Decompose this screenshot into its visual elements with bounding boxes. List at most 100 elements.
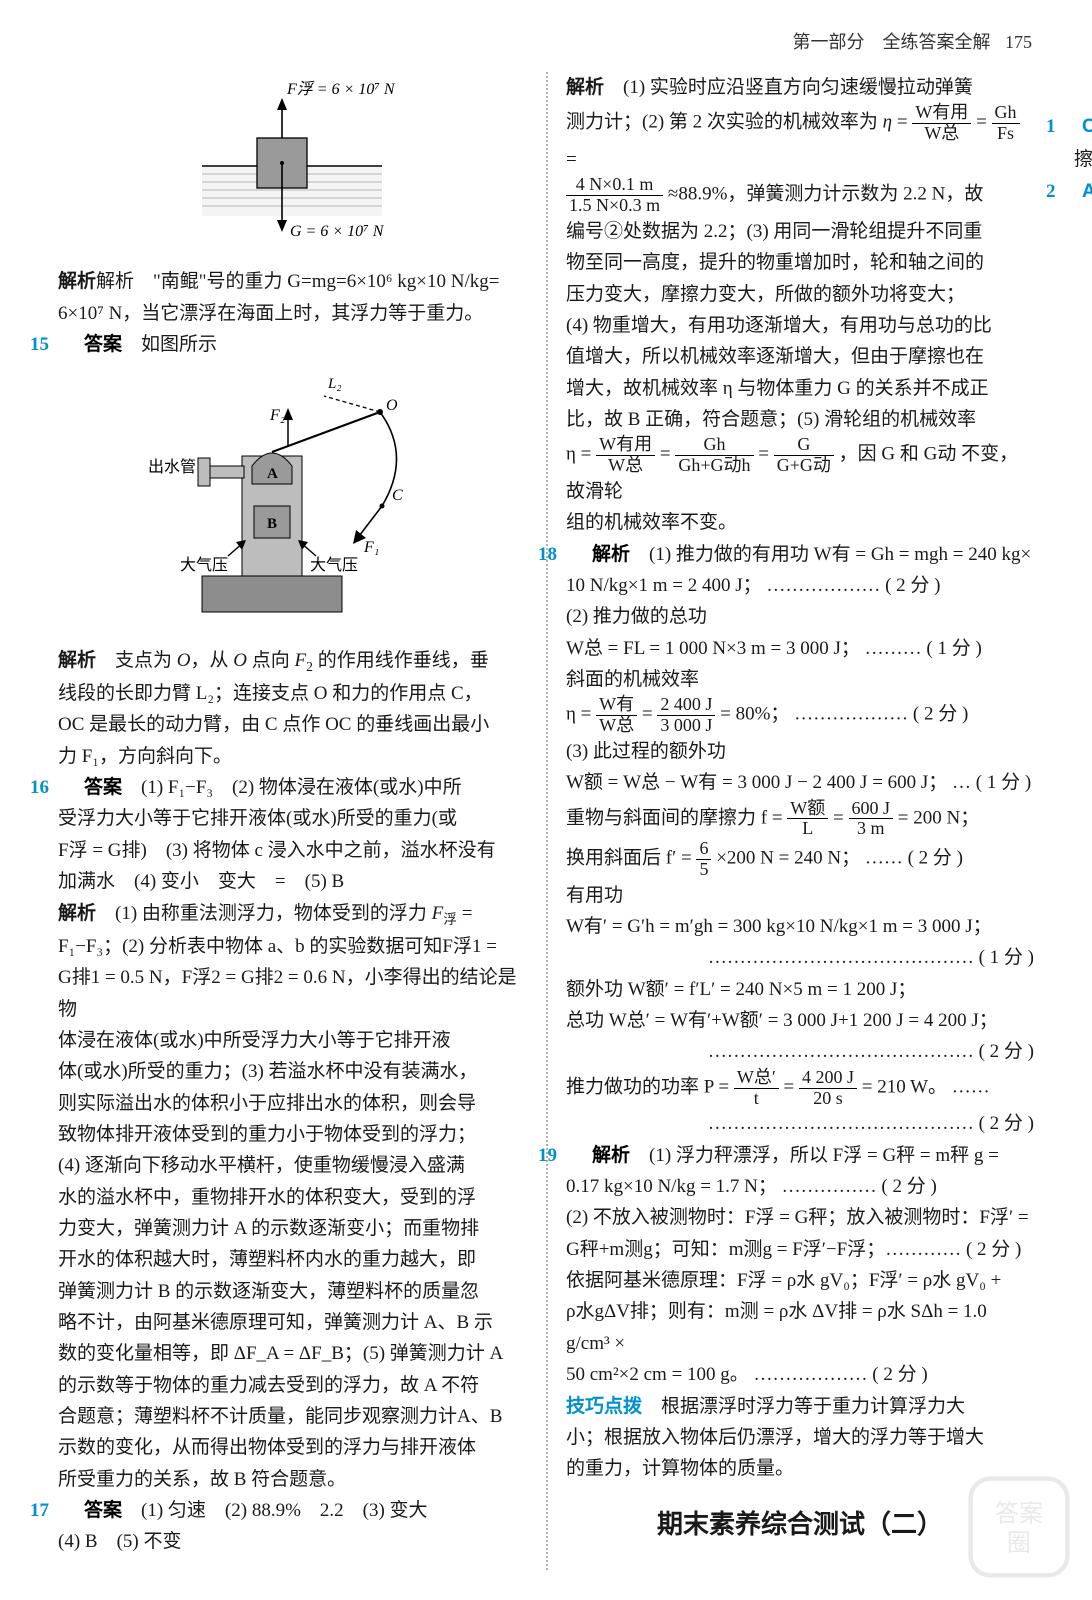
svg-text:O: O [386,397,398,414]
qnum-18: 18 [566,539,592,570]
q19-tip1: 技巧点拨 根据漂浮时浮力等于重力计算浮力大 [566,1391,1034,1422]
q16-analysis-12: 弹簧测力计 B 的示数逐渐变大，薄塑料杯的质量忽 [58,1276,526,1307]
svg-text:A: A [267,466,278,482]
svg-text:C: C [392,487,403,504]
p14-analysis: 解析解析 "南鲲"号的重力 G=mg=6×10⁶ kg×10 N/kg= [58,266,526,297]
q18-line4: W总 = FL = 1 000 N×3 m = 3 000 J； ……… ( 1… [566,633,1034,664]
q16-analysis-3: G排1 = 0.5 N，F浮2 = G排2 = 0.6 N，小李得出的结论是物 [58,962,526,1025]
q16-analysis-17: 示数的变化，从而得出物体受到的浮力与排开液体 [58,1432,526,1463]
s1-line2: 擦力作用，这两个力是一对平衡力，大小相等。 [1074,144,1092,175]
svg-text:F浮 = 6 × 10⁷ N: F浮 = 6 × 10⁷ N [286,80,396,98]
q18-line11: 有用功 [566,880,1034,911]
svg-text:F₂: F₂ [269,407,286,424]
q17-analysis-3: 4 N×0.1 m1.5 N×0.3 m ≈88.9%，弹簧测力计示数为 2.2… [566,175,1034,216]
q16-analysis-13: 略不计，由阿基米德原理可知，弹簧测力计 A、B 示 [58,1307,526,1338]
q16-analysis-14: 数的变化量相等，即 ΔF_A = ΔF_B；(5) 弹簧测力计 A [58,1338,526,1369]
s1-line1: 1C 救援队员受到竖直向下的重力和竖直向上的摩 [1074,110,1092,143]
q18-line5: 斜面的机械效率 [566,664,1034,695]
q16-answer-2: 受浮力大小等于它排开液体(或水)所受的重力(或 [58,803,526,834]
watermark-icon: 答案 圈 [964,1472,1074,1582]
q16-answer-3: F浮 = G排) (3) 将物体 c 浸入水中之前，溢水杯没有 [58,835,526,866]
buoyancy-svg: F浮 = 6 × 10⁷ N G = 6 × 10⁷ N [182,78,402,248]
q16-analysis-16: 合题意；薄塑料杯不计质量，能同步观察测力计A、B [58,1401,526,1432]
q18-line12: W有′ = G′h = m′gh = 300 kg×10 N/kg×1 m = … [566,911,1034,942]
q18-line6: η = W有W总 = 2 400 J3 000 J = 80%； ……………… … [566,695,1034,736]
q16-analysis-2: F₁−F₃；(2) 分析表中物体 a、b 的实验数据可知F浮1 = [58,931,526,962]
q18-line2: 10 N/kg×1 m = 2 400 J； ……………… ( 2 分 ) [566,570,1034,601]
q18-line14d: …………………………………… ( 2 分 ) [566,1036,1034,1067]
q19-line7: 50 cm²×2 cm = 100 g。 ……………… ( 2 分 ) [566,1359,1034,1390]
q18-line15d: …………………………………… ( 2 分 ) [566,1108,1034,1139]
q16-analysis-15: 的示数等于物体的重力减去受到的浮力，故 A 不符 [58,1370,526,1401]
qnum-15: 15 [58,329,84,360]
svg-text:L₂: L₂ [327,376,342,392]
q18-line9: 重物与斜面间的摩擦力 f = W额L = 600 J3 m = 200 N； [566,799,1034,840]
q19-tip2: 小；根据放入物体后仍漂浮，增大的浮力等于增大 [566,1422,1034,1453]
r8: η = W有用W总 = GhGh+G动h = GG+G动 ，因 G 和 G动 不… [566,435,1034,507]
q18-line13: 额外功 W额′ = f′L′ = 240 N×5 m = 1 200 J； [566,974,1034,1005]
q16-analysis-11: 开水的体积越大时，薄塑料杯内水的重力越大，即 [58,1244,526,1275]
q19-line4: G秤+m测g；可知：m测g = F浮′−F浮；………… ( 2 分 ) [566,1234,1034,1265]
page-header: 第一部分 全练答案全解 175 [793,28,1033,58]
r6: 增大，故机械效率 η 与物体重力 G 的关系并不成正 [566,373,1034,404]
p14-line2: 6×10⁷ N，当它漂浮在海面上时，其浮力等于重力。 [58,298,526,329]
q15-analysis-2: 线段的长即力臂 L₂；连接支点 O 和力的作用点 C， [58,678,526,709]
r1: 编号②处数据为 2.2；(3) 用同一滑轮组提升不同重 [566,216,1034,247]
section-title: 第一部分 全练答案全解 [793,32,991,52]
s2-line1: 2A 大巴车匀速直线行驶，抛出钢笔后，由于具有惯 [1074,175,1092,208]
q17-analysis-1: 解析 (1) 实验时应沿竖直方向匀速缓慢拉动弹簧 [566,72,1034,103]
svg-text:圈: 圈 [1007,1530,1031,1557]
svg-text:B: B [267,516,277,532]
svg-text:大气压: 大气压 [180,556,228,574]
figure-buoyancy: F浮 = 6 × 10⁷ N G = 6 × 10⁷ N [58,78,526,258]
q18-line14: 总功 W总′ = W有′+W额′ = 3 000 J+1 200 J = 4 2… [566,1005,1034,1036]
q18-line7: (3) 此过程的额外功 [566,736,1034,767]
q16-analysis-7: 致物体排开液体受到的重力小于物体受到的浮力； [58,1119,526,1150]
q19-line6: ρ水gΔV排；则有：m测 = ρ水 ΔV排 = ρ水 SΔh = 1.0 g/c… [566,1296,1034,1359]
r7: 比，故 B 正确，符合题意；(5) 滑轮组的机械效率 [566,404,1034,435]
q17-answer-1: 17答案 (1) 匀速 (2) 88.9% 2.2 (3) 变大 [58,1495,526,1526]
q16-analysis-8: (4) 逐渐向下移动水平横杆，使重物缓慢浸入盛满 [58,1150,526,1181]
q16-analysis-9: 水的溢水杯中，重物排开水的体积变大，受到的浮 [58,1182,526,1213]
q15-answer: 15答案 如图所示 [58,329,526,360]
svg-text:大气压: 大气压 [310,556,358,574]
q16-analysis-18: 所受重力的关系，故 B 符合题意。 [58,1464,526,1495]
q19-line5: 依据阿基米德原理：F浮 = ρ水 gV₀；F浮′ = ρ水 gV₀ + [566,1265,1034,1296]
q19-line3: (2) 不放入被测物时：F浮 = G秤；放入被测物时：F浮′ = [566,1202,1034,1233]
q16-analysis-10: 力变大，弹簧测力计 A 的示数逐渐变小；而重物排 [58,1213,526,1244]
q16-analysis-6: 则实际溢出水的体积小于应排出水的体积，则会导 [58,1088,526,1119]
page-number: 175 [1005,32,1032,52]
q16-analysis-1: 解析 (1) 由称重法测浮力，物体受到的浮力 F浮 = [58,898,526,931]
q17-answer-2: (4) B (5) 不变 [58,1526,526,1557]
q16-analysis-5: 体(或水)所受的重力；(3) 若溢水杯中没有装满水， [58,1056,526,1087]
qnum-19: 19 [566,1140,592,1171]
r5: 值增大，所以机械效率逐渐增大，但由于摩擦也在 [566,341,1034,372]
q17-analysis-2: 测力计；(2) 第 2 次实验的机械效率为 η = W有用W总 = GhFs = [566,103,1034,175]
svg-text:G = 6 × 10⁷ N: G = 6 × 10⁷ N [290,223,385,240]
section-pageref-row: 全练版 P122 [1074,72,1092,104]
qnum-16: 16 [58,772,84,803]
qnum-17: 17 [58,1495,84,1526]
q18-line8: W额 = W总 − W有 = 3 000 J − 2 400 J = 600 J… [566,767,1034,798]
svg-text:F₁: F₁ [363,539,379,556]
q18-line10: 换用斜面后 f′ = 65 ×200 N = 240 N； …… ( 2 分 ) [566,839,1034,880]
svg-text:答案: 答案 [995,1501,1043,1528]
figure-press: A B 出水管 大气压 大气压 O L₂ F₂ [58,366,526,636]
q15-analysis-1: 解析解析 支点为 O，从 O 点向 F₂ 的作用线作垂线，垂 支点为 O，从 O… [58,645,526,678]
q16-analysis-4: 体浸在液体(或水)中所受浮力大小等于它排开液 [58,1025,526,1056]
content-columns: F浮 = 6 × 10⁷ N G = 6 × 10⁷ N 解析解析 "南鲲"号的… [58,72,1034,1580]
press-svg: A B 出水管 大气压 大气压 O L₂ F₂ [142,366,442,626]
svg-text:出水管: 出水管 [148,458,196,476]
q15-analysis-3: OC 是最长的动力臂，由 C 点作 OC 的垂线画出最小 [58,709,526,740]
q15-analysis-4: 力 F₁，方向斜向下。 [58,741,526,772]
q18-line3: (2) 推力做的总功 [566,601,1034,632]
r2: 物至同一高度，提升的物重增加时，轮和轴之间的 [566,247,1034,278]
q19-line1: 19解析 (1) 浮力秤漂浮，所以 F浮 = G秤 = m秤 g = [566,1140,1034,1171]
q18-line15: 推力做功的功率 P = W总′t = 4 200 J20 s = 210 W。 … [566,1068,1034,1109]
q19-line2: 0.17 kg×10 N/kg = 1.7 N； …………… ( 2 分 ) [566,1171,1034,1202]
r4: (4) 物重增大，有用功逐渐增大，有用功与总功的比 [566,310,1034,341]
q16-answer-1: 16答案 (1) F₁−F₃ (2) 物体浸在液体(或水)中所 [58,772,526,803]
r9: 组的机械效率不变。 [566,507,1034,538]
r3: 压力变大，摩擦力变大，所做的额外功将变大； [566,279,1034,310]
q16-answer-4: 加满水 (4) 变小 变大 = (5) B [58,866,526,897]
